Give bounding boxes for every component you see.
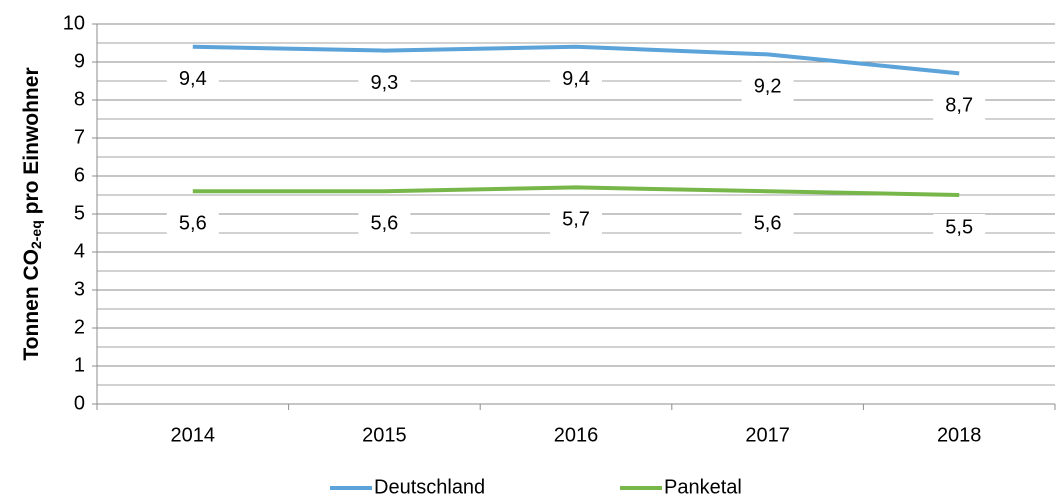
x-tick-label: 2015 bbox=[362, 424, 407, 446]
x-tick-label: 2017 bbox=[745, 424, 790, 446]
data-label-box bbox=[550, 206, 602, 235]
data-label-box bbox=[933, 214, 986, 242]
data-label: 5,6 bbox=[754, 212, 782, 234]
y-tick-label: 5 bbox=[74, 202, 85, 224]
data-label: 9,4 bbox=[562, 68, 590, 90]
data-label-box bbox=[550, 65, 602, 94]
y-axis-label-part: Tonnen CO bbox=[20, 249, 43, 361]
y-tick-label: 4 bbox=[74, 240, 85, 262]
legend-label: Panketal bbox=[664, 476, 742, 498]
y-tick-label: 6 bbox=[74, 164, 85, 186]
y-tick-label: 2 bbox=[74, 316, 85, 338]
legend-label: Deutschland bbox=[374, 476, 485, 498]
data-label-box bbox=[933, 92, 986, 121]
data-label-box bbox=[358, 69, 411, 98]
y-tick-label: 9 bbox=[74, 50, 85, 72]
y-axis-label: Tonnen CO2-eq pro Einwohner bbox=[20, 67, 44, 360]
data-label: 5,7 bbox=[562, 209, 590, 231]
y-axis-label-part: 2-eq bbox=[28, 220, 44, 249]
data-label-box bbox=[358, 210, 411, 239]
x-tick-label: 2016 bbox=[554, 424, 599, 446]
data-label-box bbox=[741, 73, 794, 102]
y-tick-label: 1 bbox=[74, 354, 85, 376]
y-tick-label: 0 bbox=[74, 392, 85, 414]
data-label-box bbox=[166, 65, 219, 94]
data-label: 8,7 bbox=[945, 95, 973, 117]
y-tick-label: 8 bbox=[74, 88, 85, 110]
series-line bbox=[192, 44, 960, 76]
data-label: 9,2 bbox=[754, 76, 782, 98]
series-line bbox=[192, 185, 960, 197]
x-tick-label: 2014 bbox=[171, 424, 216, 446]
y-tick-label: 7 bbox=[74, 126, 85, 148]
y-tick-label: 10 bbox=[63, 12, 85, 34]
data-label: 9,4 bbox=[179, 68, 207, 90]
data-label-box bbox=[741, 210, 794, 239]
data-label: 5,6 bbox=[179, 212, 207, 234]
data-label-box bbox=[166, 210, 219, 239]
y-tick-label: 3 bbox=[74, 278, 85, 300]
data-label: 5,5 bbox=[945, 216, 973, 238]
data-label: 9,3 bbox=[370, 72, 398, 94]
y-axis-label-part: pro Einwohner bbox=[20, 67, 43, 220]
x-tick-label: 2018 bbox=[937, 424, 982, 446]
data-label: 5,6 bbox=[370, 212, 398, 234]
